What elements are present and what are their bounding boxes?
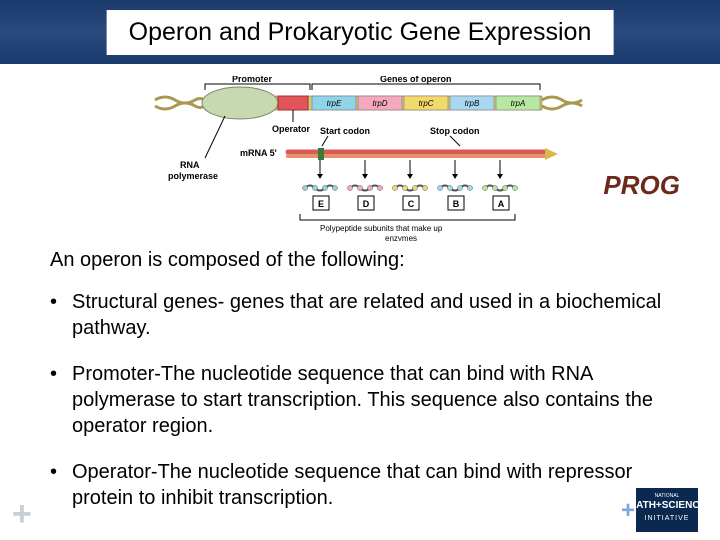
svg-text:B: B bbox=[453, 199, 460, 209]
nmsi-logo: NATIONALMATH+SCIENCE INITIATIVE + bbox=[620, 488, 698, 532]
bullet-list: Structural genes- genes that are related… bbox=[50, 289, 680, 511]
svg-text:trpA: trpA bbox=[511, 99, 526, 108]
bullet-item: Operator-The nucleotide sequence that ca… bbox=[50, 459, 680, 511]
svg-text:polymerase: polymerase bbox=[168, 171, 218, 181]
svg-text:RNA: RNA bbox=[180, 160, 200, 170]
svg-text:Start codon: Start codon bbox=[320, 126, 370, 136]
prog-label: PROG bbox=[603, 170, 680, 201]
svg-text:Stop codon: Stop codon bbox=[430, 126, 480, 136]
corner-plus-icon: + bbox=[12, 495, 32, 534]
svg-text:mRNA 5': mRNA 5' bbox=[240, 148, 277, 158]
svg-text:INITIATIVE: INITIATIVE bbox=[645, 515, 690, 522]
intro-line: An operon is composed of the following: bbox=[50, 247, 680, 273]
slide-title: Operon and Prokaryotic Gene Expression bbox=[107, 10, 614, 55]
svg-text:D: D bbox=[363, 199, 370, 209]
svg-text:NATIONAL: NATIONAL bbox=[655, 493, 680, 499]
svg-text:trpE: trpE bbox=[327, 99, 342, 108]
svg-text:Operator: Operator bbox=[272, 124, 311, 134]
svg-text:Promoter: Promoter bbox=[232, 76, 273, 84]
svg-text:trpB: trpB bbox=[465, 99, 480, 108]
body-text: An operon is composed of the following: … bbox=[0, 247, 720, 511]
bullet-item: Structural genes- genes that are related… bbox=[50, 289, 680, 341]
svg-text:MATH+SCIENCE: MATH+SCIENCE bbox=[628, 500, 698, 511]
svg-text:E: E bbox=[318, 199, 324, 209]
svg-text:Genes of operon: Genes of operon bbox=[380, 76, 452, 84]
svg-text:trpC: trpC bbox=[418, 99, 433, 108]
bullet-item: Promoter-The nucleotide sequence that ca… bbox=[50, 361, 680, 439]
header-bar: Operon and Prokaryotic Gene Expression bbox=[0, 0, 720, 64]
svg-text:trpD: trpD bbox=[372, 99, 387, 108]
svg-text:+: + bbox=[621, 497, 635, 524]
svg-text:Polypeptide subunits that make: Polypeptide subunits that make up bbox=[320, 224, 443, 233]
operon-diagram: Promoter Genes of operon trpE trpD trpC trpB t… bbox=[150, 76, 610, 241]
svg-text:C: C bbox=[408, 199, 415, 209]
svg-text:A: A bbox=[498, 199, 505, 209]
svg-text:enzymes: enzymes bbox=[385, 234, 417, 241]
